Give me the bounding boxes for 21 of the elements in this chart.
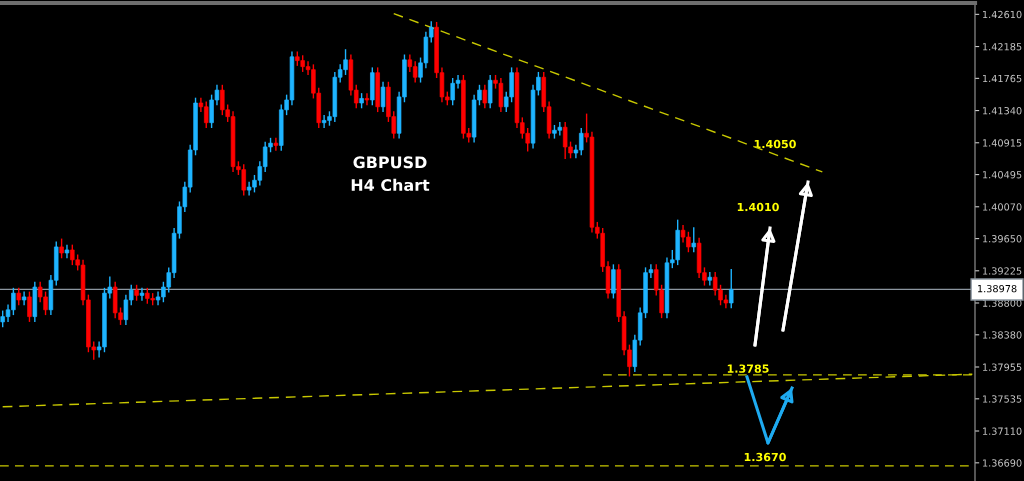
y-tick-label: 1.39650	[983, 235, 1022, 243]
y-tick-label: 1.37535	[983, 395, 1022, 403]
y-tick-label: 1.41765	[983, 74, 1022, 83]
y-tick-label: 1.38800	[983, 299, 1022, 307]
y-tick-label: 1.39225	[983, 267, 1022, 275]
text: GBPUSD H4 Chart	[351, 156, 430, 192]
y-tick-label: 1.40495	[983, 171, 1022, 179]
y-tick-label: 1.37955	[983, 363, 1022, 371]
y-tick-label: 1.42610	[983, 10, 1022, 19]
ref-line-label: 1.3785	[727, 364, 769, 373]
ref-line-label: 1.38978	[978, 284, 1017, 293]
y-tick-label: 1.37110	[983, 427, 1022, 435]
y-tick-label: 1.36690	[983, 459, 1022, 467]
y-tick-label: 1.40070	[983, 203, 1022, 211]
y-tick-label: 1.42185	[983, 43, 1022, 51]
annotation: 1.4010	[737, 202, 779, 212]
y-tick-label: 1.40915	[983, 139, 1022, 147]
y-tick-label: 1.41340	[983, 107, 1022, 115]
annotation: 1.4050	[754, 139, 796, 149]
annotation: 1.3670	[744, 452, 786, 462]
y-tick-label: 1.38380	[983, 331, 1022, 339]
